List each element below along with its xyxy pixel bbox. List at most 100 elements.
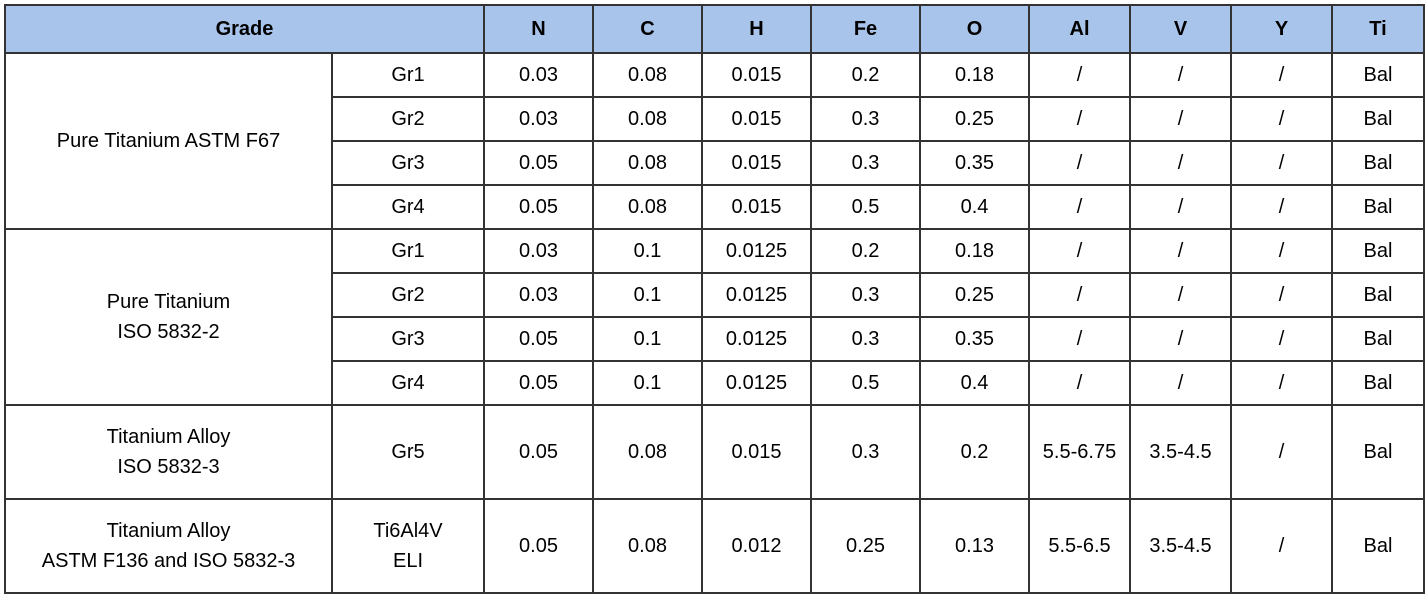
value-cell: 0.5 (810, 360, 921, 406)
value-cell: 0.0125 (701, 228, 812, 274)
value-cell: 0.25 (810, 498, 921, 594)
header-element: N (483, 4, 594, 54)
grade-cell: Gr1 (331, 228, 485, 274)
value-cell: / (1028, 184, 1131, 230)
value-cell: 0.18 (919, 52, 1030, 98)
value-cell: / (1129, 228, 1232, 274)
table-row: Gr4 0.05 0.1 0.0125 0.5 0.4 / / / Bal (5, 360, 1425, 406)
value-cell: 0.08 (592, 404, 703, 500)
value-cell: / (1129, 52, 1232, 98)
header-grade: Grade (4, 4, 485, 54)
value-cell: 0.03 (483, 52, 594, 98)
grade-cell: Gr5 (331, 404, 485, 500)
value-cell: 0.015 (701, 52, 812, 98)
value-cell: / (1028, 96, 1131, 142)
value-cell: 0.08 (592, 184, 703, 230)
value-cell: / (1230, 184, 1333, 230)
value-cell: 0.1 (592, 272, 703, 318)
value-cell: 0.3 (810, 316, 921, 362)
value-cell: 0.08 (592, 52, 703, 98)
header-element: Al (1028, 4, 1131, 54)
value-cell: / (1129, 316, 1232, 362)
table-row: Titanium Alloy ASTM F136 and ISO 5832-3 … (4, 498, 1425, 594)
grade-cell: Gr4 (331, 184, 485, 230)
value-cell: Bal (1331, 404, 1425, 500)
value-cell: 0.2 (919, 404, 1030, 500)
value-cell: Bal (1331, 52, 1425, 98)
value-cell: 0.08 (592, 140, 703, 186)
value-cell: Bal (1331, 498, 1425, 594)
value-cell: 0.5 (810, 184, 921, 230)
value-cell: 5.5-6.5 (1028, 498, 1131, 594)
composition-table: Grade N C H Fe O Al V Y Ti Pure Titanium… (4, 4, 1425, 594)
value-cell: / (1230, 498, 1333, 594)
value-cell: 0.3 (810, 272, 921, 318)
value-cell: 0.1 (592, 360, 703, 406)
value-cell: 0.05 (483, 360, 594, 406)
value-cell: 0.4 (919, 360, 1030, 406)
value-cell: 0.1 (592, 228, 703, 274)
grade-cell: Gr4 (331, 360, 485, 406)
value-cell: 5.5-6.75 (1028, 404, 1131, 500)
table-row: Gr3 0.05 0.08 0.015 0.3 0.35 / / / Bal (5, 140, 1425, 186)
table-row: Titanium Alloy ISO 5832-3 Gr5 0.05 0.08 … (4, 404, 1425, 500)
value-cell: 0.3 (810, 404, 921, 500)
value-cell: 0.05 (483, 140, 594, 186)
value-cell: 3.5-4.5 (1129, 498, 1232, 594)
value-cell: Bal (1331, 316, 1425, 362)
value-cell: 0.08 (592, 96, 703, 142)
value-cell: 0.05 (483, 404, 594, 500)
value-cell: 0.0125 (701, 272, 812, 318)
header-element: C (592, 4, 703, 54)
table-row: Gr4 0.05 0.08 0.015 0.5 0.4 / / / Bal (5, 184, 1425, 230)
value-cell: / (1028, 140, 1131, 186)
value-cell: 0.05 (483, 316, 594, 362)
value-cell: 0.0125 (701, 316, 812, 362)
value-cell: 0.015 (701, 140, 812, 186)
value-cell: / (1129, 360, 1232, 406)
value-cell: / (1230, 96, 1333, 142)
value-cell: / (1129, 140, 1232, 186)
group-name: Pure Titanium ASTM F67 (4, 52, 333, 230)
value-cell: 0.35 (919, 316, 1030, 362)
value-cell: / (1028, 360, 1131, 406)
value-cell: 0.1 (592, 316, 703, 362)
header-row: Grade N C H Fe O Al V Y Ti (4, 4, 1425, 54)
value-cell: 0.015 (701, 184, 812, 230)
value-cell: 0.18 (919, 228, 1030, 274)
value-cell: 0.35 (919, 140, 1030, 186)
value-cell: Bal (1331, 228, 1425, 274)
value-cell: / (1129, 96, 1232, 142)
value-cell: 0.0125 (701, 360, 812, 406)
value-cell: 3.5-4.5 (1129, 404, 1232, 500)
value-cell: 0.25 (919, 96, 1030, 142)
value-cell: / (1230, 52, 1333, 98)
value-cell: / (1028, 272, 1131, 318)
value-cell: / (1028, 228, 1131, 274)
value-cell: 0.012 (701, 498, 812, 594)
value-cell: 0.03 (483, 96, 594, 142)
table-row: Gr2 0.03 0.08 0.015 0.3 0.25 / / / Bal (5, 96, 1425, 142)
value-cell: Bal (1331, 96, 1425, 142)
value-cell: / (1230, 140, 1333, 186)
value-cell: 0.015 (701, 96, 812, 142)
table-row: Pure Titanium ISO 5832-2 Gr1 0.03 0.1 0.… (4, 228, 1425, 406)
value-cell: 0.05 (483, 184, 594, 230)
value-cell: 0.05 (483, 498, 594, 594)
value-cell: 0.3 (810, 96, 921, 142)
value-cell: Bal (1331, 360, 1425, 406)
value-cell: 0.25 (919, 272, 1030, 318)
value-cell: 0.2 (810, 52, 921, 98)
value-cell: 0.03 (483, 228, 594, 274)
header-element: Y (1230, 4, 1333, 54)
value-cell: Bal (1331, 272, 1425, 318)
grade-cell: Gr3 (331, 140, 485, 186)
value-cell: / (1129, 272, 1232, 318)
table-row: Gr3 0.05 0.1 0.0125 0.3 0.35 / / / Bal (5, 316, 1425, 362)
header-element: V (1129, 4, 1232, 54)
table-row: Gr2 0.03 0.1 0.0125 0.3 0.25 / / / Bal (5, 272, 1425, 318)
value-cell: / (1028, 316, 1131, 362)
value-cell: / (1230, 272, 1333, 318)
value-cell: 0.08 (592, 498, 703, 594)
value-cell: / (1230, 228, 1333, 274)
